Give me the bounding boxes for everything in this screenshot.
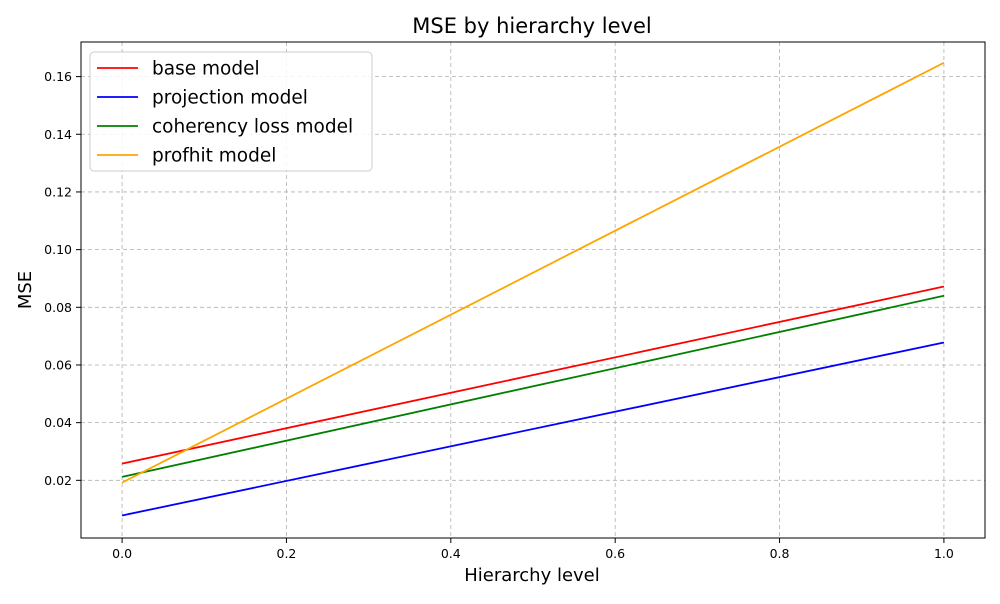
legend-box <box>89 51 373 172</box>
y-axis-ticks: 0.02 0.04 0.06 0.08 0.10 0.12 0.14 0.16 <box>44 69 81 488</box>
y-tick-label: 0.10 <box>44 242 72 257</box>
x-axis-ticks: 0.0 0.2 0.4 0.6 0.8 1.0 <box>112 538 954 561</box>
legend-label: coherency loss model <box>152 117 353 138</box>
plot-frame <box>80 41 986 539</box>
x-tick-label: 1.0 <box>934 546 954 561</box>
legend-items: base model projection model coherency loss… <box>97 59 353 167</box>
series-line-coherency-loss-model <box>121 294 945 478</box>
y-tick-label: 0.04 <box>44 415 72 430</box>
legend-label: base model <box>152 59 260 80</box>
y-tick-label: 0.02 <box>44 473 72 488</box>
y-tick-label: 0.12 <box>44 184 72 199</box>
series-line-profhit-model <box>121 61 945 484</box>
y-tick-label: 0.14 <box>44 127 72 142</box>
y-tick-label: 0.08 <box>44 300 72 315</box>
x-tick-label: 0.0 <box>112 546 132 561</box>
y-axis-title: MSE <box>15 271 36 309</box>
series-line-base-model <box>121 285 945 465</box>
legend-label: profhit model <box>152 146 276 167</box>
x-axis-title: Hierarchy level <box>464 565 600 586</box>
y-tick-label: 0.16 <box>44 69 72 84</box>
legend: base model projection model coherency loss… <box>89 51 373 172</box>
x-tick-label: 0.2 <box>277 546 297 561</box>
y-tick-label: 0.06 <box>44 357 72 372</box>
x-tick-label: 0.6 <box>605 546 625 561</box>
legend-label: projection model <box>152 88 308 109</box>
series-layer <box>121 61 945 517</box>
chart-title: MSE by hierarchy level <box>412 14 651 38</box>
x-tick-label: 0.8 <box>770 546 790 561</box>
series-line-projection-model <box>121 341 945 517</box>
x-tick-label: 0.4 <box>441 546 461 561</box>
